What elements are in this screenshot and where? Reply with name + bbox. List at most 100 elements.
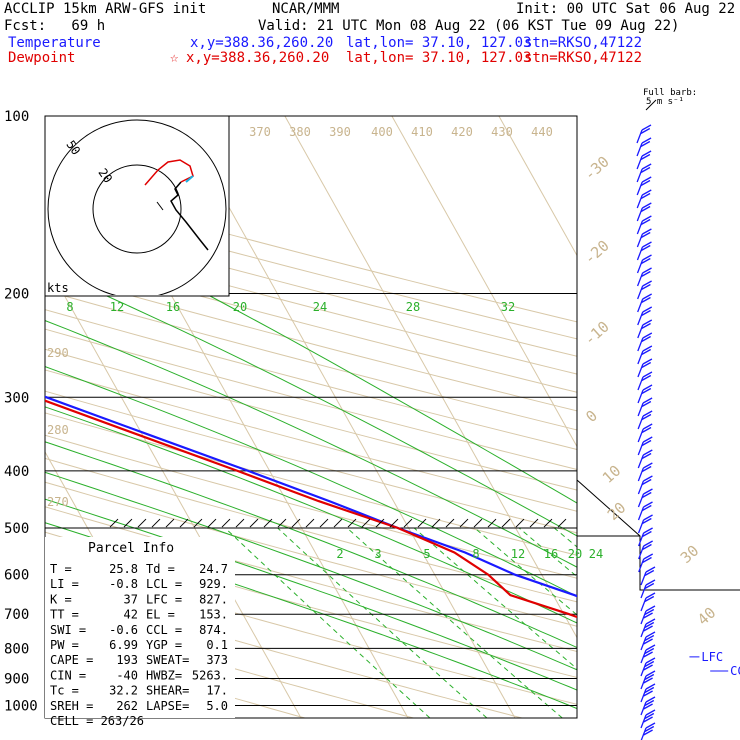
dry-adiabat-line: [45, 506, 577, 653]
hatch-mark: [137, 518, 147, 528]
barb-legend-units: 5 m s⁻¹: [646, 97, 684, 107]
moist-adiabat-line: [45, 268, 577, 537]
hatch-mark: [515, 518, 525, 528]
parcel-field-label: LFC =: [146, 592, 182, 606]
dewpoint-xy: x,y=388.36,260.20: [186, 50, 330, 66]
mixing-ratio-label: 8: [472, 547, 479, 561]
parcel-field-value: 874.: [199, 623, 228, 637]
parcel-field-value: 42: [124, 608, 138, 622]
org-label: NCAR/MMM: [272, 1, 340, 17]
theta-label: 410: [411, 125, 433, 139]
hatch-mark: [109, 518, 119, 528]
dry-adiabat-line: [45, 457, 577, 603]
parcel-field-label: LAPSE=: [146, 699, 189, 713]
pressure-tick-label: 200: [4, 286, 29, 302]
parcel-field-label: K =: [50, 592, 72, 606]
wind-barb: [637, 488, 653, 508]
wind-barb: [637, 345, 653, 365]
dry-adiabat-line: [45, 481, 577, 627]
wind-barb: [637, 293, 652, 313]
hatch-mark: [445, 518, 455, 528]
parcel-field-value: 827.: [199, 592, 228, 606]
parcel-field-value: 5.0: [206, 699, 228, 713]
parcel-info-panel: [45, 537, 235, 718]
wind-barb: [637, 358, 653, 378]
moist-adiabat-line: [45, 210, 577, 504]
parcel-field-label: T =: [50, 562, 72, 576]
hatch-mark: [277, 518, 287, 528]
wind-barb: [636, 215, 652, 235]
wind-barb: [636, 189, 652, 209]
parcel-field-value: 373: [206, 653, 228, 667]
temperature-tick-label: 10: [599, 462, 624, 487]
temperature-profile: [45, 395, 577, 598]
parcel-field-value: 32.2: [109, 684, 138, 698]
dry-adiabat-line: [45, 585, 523, 718]
temperature-station: stn=RKSO,47122: [524, 35, 643, 51]
moist-adiabat-label: 12: [110, 300, 124, 314]
wind-barb: [640, 644, 656, 664]
temperature-tick-label: 30: [677, 542, 702, 567]
isotherm-line: [713, 116, 740, 718]
hatch-mark: [291, 518, 301, 528]
wind-barb: [636, 228, 652, 248]
hatch-mark: [165, 518, 175, 528]
wind-barb: [640, 696, 656, 716]
wind-barb: [640, 618, 656, 638]
mixing-ratio-label: 20: [568, 547, 582, 561]
mixing-ratio-line: [277, 527, 488, 718]
parcel-field-label: Td =: [146, 562, 175, 576]
wind-barb: [636, 163, 652, 183]
theta-label: 380: [289, 125, 311, 139]
hatch-mark: [361, 518, 371, 528]
wind-barb: [637, 501, 653, 521]
parcel-field-label: Tc =: [50, 684, 79, 698]
parcel-field-label: SWI =: [50, 623, 86, 637]
isotherm-line: [284, 116, 577, 639]
temperature-tick-label: 0: [582, 407, 601, 426]
wind-barb: [636, 176, 652, 196]
theta-label: 270: [47, 495, 69, 509]
hatch-mark: [557, 518, 567, 528]
temperature-latlon: lat,lon= 37.10, 127.03: [346, 35, 532, 51]
parcel-field-value: 262: [116, 699, 138, 713]
mixing-ratio-label: 12: [511, 547, 525, 561]
barb-legend-title: Full barb:: [643, 88, 697, 98]
dry-adiabat-line: [45, 289, 577, 431]
mixing-ratio-line: [413, 527, 577, 670]
temperature-tick-label: -30: [581, 153, 613, 185]
parcel-field-label: CIN =: [50, 668, 86, 682]
parcel-field-label: SWEAT=: [146, 653, 189, 667]
hatch-mark: [151, 518, 161, 528]
parcel-info-title: Parcel Info: [88, 541, 174, 556]
wind-barb: [636, 254, 652, 274]
plot-frame: [44, 115, 578, 719]
parcel-field-label: TT =: [50, 608, 79, 622]
temperature-tick-label: 20: [604, 499, 629, 524]
theta-label: 370: [249, 125, 271, 139]
dry-adiabat-line: [45, 613, 414, 718]
dry-adiabat-line: [45, 328, 577, 471]
forecast-hour: Fcst: 69 h: [4, 18, 106, 34]
wind-barb: [637, 410, 653, 430]
hatch-mark: [529, 518, 539, 528]
hatch-mark: [543, 518, 553, 528]
dry-adiabat-line: [45, 434, 577, 579]
hatch-mark: [501, 518, 511, 528]
wind-barb: [637, 423, 653, 443]
moist-adiabat-line: [45, 320, 577, 568]
barb-legend-icon: [645, 99, 657, 111]
hatch-mark: [221, 518, 231, 528]
lfc-level-label: LFC: [701, 650, 723, 664]
parcel-field-label: EL =: [146, 608, 175, 622]
wind-barb: [640, 566, 656, 586]
hatch-mark: [207, 518, 217, 528]
hodograph-storm-motion: [185, 175, 194, 183]
hodograph-frame: [44, 115, 230, 297]
hodograph: [47, 119, 227, 295]
hatch-mark: [389, 518, 399, 528]
theta-label: 430: [491, 125, 513, 139]
dewpoint-latlon: lat,lon= 37.10, 127.03: [346, 50, 532, 66]
parcel-field-value: 17.: [206, 684, 228, 698]
